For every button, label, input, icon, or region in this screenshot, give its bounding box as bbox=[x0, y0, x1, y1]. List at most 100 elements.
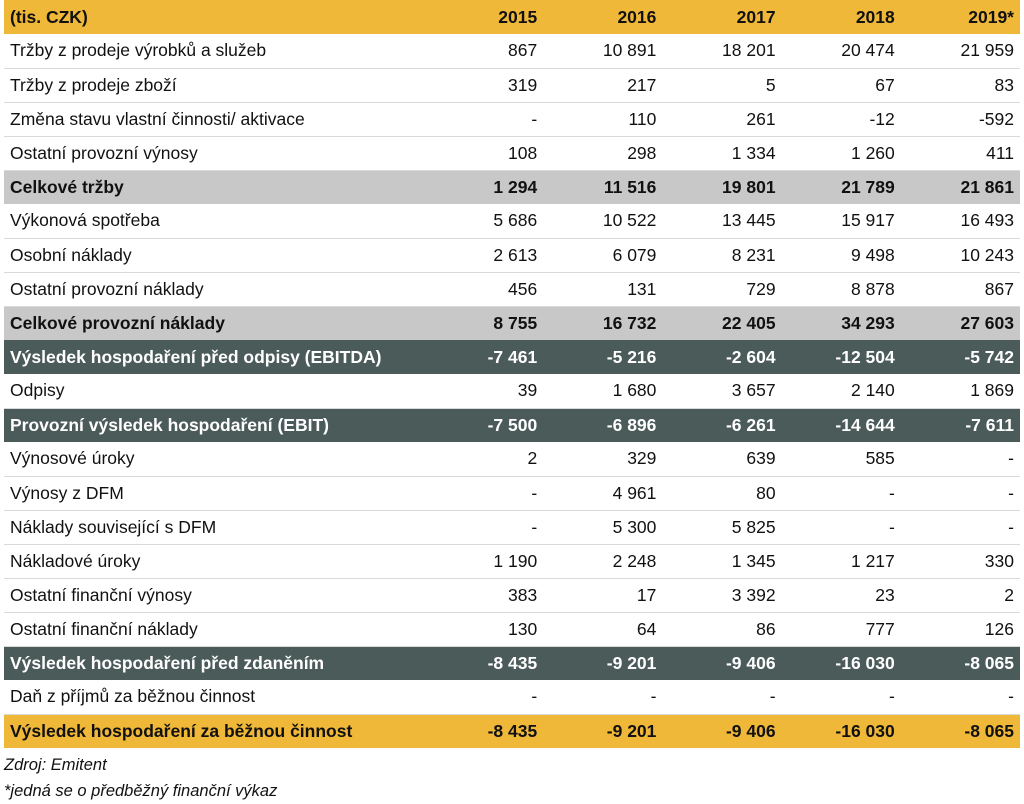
row-value: 411 bbox=[900, 136, 1020, 171]
source-note: Zdroj: Emitent bbox=[4, 756, 107, 774]
row-value: -16 030 bbox=[781, 714, 901, 748]
row-value: 9 498 bbox=[781, 238, 901, 273]
row-value: 3 657 bbox=[662, 374, 782, 409]
row-value: 64 bbox=[543, 612, 663, 647]
row-value: 319 bbox=[424, 68, 544, 103]
row-value: 10 522 bbox=[543, 204, 663, 239]
row-value: 456 bbox=[424, 272, 544, 307]
row-value: 383 bbox=[424, 578, 544, 613]
row-value: -12 504 bbox=[781, 340, 901, 374]
row-value: -6 896 bbox=[543, 408, 663, 442]
row-value: -8 065 bbox=[900, 646, 1020, 680]
row-value: 777 bbox=[781, 612, 901, 647]
header-year: 2018 bbox=[781, 0, 901, 34]
row-value: 21 959 bbox=[900, 34, 1020, 69]
row-value: -9 201 bbox=[543, 646, 663, 680]
row-label: Odpisy bbox=[4, 374, 425, 409]
row-value: 5 300 bbox=[543, 510, 663, 545]
row-label: Výnosy z DFM bbox=[4, 476, 425, 511]
row-value: 13 445 bbox=[662, 204, 782, 239]
row-label: Ostatní finanční výnosy bbox=[4, 578, 425, 613]
row-value: 729 bbox=[662, 272, 782, 307]
table-row: Daň z příjmů za běžnou činnost - - - - - bbox=[4, 680, 1020, 715]
row-value: -8 435 bbox=[424, 714, 544, 748]
row-value: 5 bbox=[662, 68, 782, 103]
table-row: Tržby z prodeje výrobků a služeb 867 10 89… bbox=[4, 34, 1020, 69]
row-label: Výsledek hospodaření za běžnou činnost bbox=[4, 714, 425, 748]
row-value: 20 474 bbox=[781, 34, 901, 69]
row-value: 8 755 bbox=[424, 306, 544, 340]
row-value: 330 bbox=[900, 544, 1020, 579]
row-value: 21 789 bbox=[781, 170, 901, 204]
row-label: Ostatní finanční náklady bbox=[4, 612, 425, 647]
row-value: -2 604 bbox=[662, 340, 782, 374]
table-row: Výsledek hospodaření před odpisy (EBITDA… bbox=[4, 340, 1020, 374]
header-unit-label: (tis. CZK) bbox=[4, 0, 425, 34]
row-value: 19 801 bbox=[662, 170, 782, 204]
table-row: Tržby z prodeje zboží 319 217 5 67 83 bbox=[4, 68, 1020, 103]
row-value: -12 bbox=[781, 102, 901, 137]
row-label: Ostatní provozní výnosy bbox=[4, 136, 425, 171]
row-value: 1 680 bbox=[543, 374, 663, 409]
row-label: Výnosové úroky bbox=[4, 442, 425, 477]
row-value: 261 bbox=[662, 102, 782, 137]
row-value: 1 294 bbox=[424, 170, 544, 204]
row-value: 217 bbox=[543, 68, 663, 103]
row-value: 22 405 bbox=[662, 306, 782, 340]
row-value: 16 732 bbox=[543, 306, 663, 340]
row-value: 5 686 bbox=[424, 204, 544, 239]
row-value: -7 500 bbox=[424, 408, 544, 442]
row-value: - bbox=[781, 510, 901, 545]
row-value: -5 216 bbox=[543, 340, 663, 374]
table-row: Ostatní finanční výnosy 383 17 3 392 23 2 bbox=[4, 578, 1020, 613]
table-row: Změna stavu vlastní činnosti/ aktivace -1… bbox=[4, 102, 1020, 137]
table-notes: Zdroj: Emitent *jedná se o předběžný fin… bbox=[4, 752, 277, 804]
row-value: -14 644 bbox=[781, 408, 901, 442]
header-year: 2017 bbox=[662, 0, 782, 34]
row-value: 329 bbox=[543, 442, 663, 477]
row-value: -9 406 bbox=[662, 714, 782, 748]
row-value: 1 260 bbox=[781, 136, 901, 171]
table-row: Náklady související s DFM -5 300 5 825- - bbox=[4, 510, 1020, 545]
row-value: - bbox=[424, 102, 544, 137]
row-value: 110 bbox=[543, 102, 663, 137]
row-value: 80 bbox=[662, 476, 782, 511]
row-value: 867 bbox=[424, 34, 544, 69]
row-label: Nákladové úroky bbox=[4, 544, 425, 579]
row-value: - bbox=[900, 510, 1020, 545]
row-value: 6 079 bbox=[543, 238, 663, 273]
row-value: -5 742 bbox=[900, 340, 1020, 374]
row-value: 639 bbox=[662, 442, 782, 477]
row-value: -6 261 bbox=[662, 408, 782, 442]
row-value: 10 243 bbox=[900, 238, 1020, 273]
row-label: Celkové tržby bbox=[4, 170, 425, 204]
row-value: - bbox=[424, 476, 544, 511]
table-row: Celkové tržby 1 294 11 516 19 801 21 789 21 8… bbox=[4, 170, 1020, 204]
row-value: 34 293 bbox=[781, 306, 901, 340]
row-value: -7 611 bbox=[900, 408, 1020, 442]
footnote: *jedná se o předběžný finanční výkaz bbox=[4, 782, 278, 800]
row-value: 1 217 bbox=[781, 544, 901, 579]
row-value: 23 bbox=[781, 578, 901, 613]
row-value: 2 bbox=[424, 442, 544, 477]
row-value: -7 461 bbox=[424, 340, 544, 374]
row-label: Výsledek hospodaření před zdaněním bbox=[4, 646, 425, 680]
row-value: 17 bbox=[543, 578, 663, 613]
row-label: Tržby z prodeje zboží bbox=[4, 68, 425, 103]
row-value: -9 406 bbox=[662, 646, 782, 680]
row-value: 3 392 bbox=[662, 578, 782, 613]
row-label: Osobní náklady bbox=[4, 238, 425, 273]
row-value: 1 869 bbox=[900, 374, 1020, 409]
row-value: 10 891 bbox=[543, 34, 663, 69]
table-row: Výkonová spotřeba 5 686 10 522 13 445 15 917… bbox=[4, 204, 1020, 239]
table-row: Odpisy 39 1 680 3 657 2 140 1 869 bbox=[4, 374, 1020, 409]
row-value: -16 030 bbox=[781, 646, 901, 680]
row-value: - bbox=[781, 680, 901, 715]
row-value: 83 bbox=[900, 68, 1020, 103]
row-value: 15 917 bbox=[781, 204, 901, 239]
table-row: Celkové provozní náklady 8 755 16 732 22 40… bbox=[4, 306, 1020, 340]
row-label: Změna stavu vlastní činnosti/ aktivace bbox=[4, 102, 425, 137]
row-label: Náklady související s DFM bbox=[4, 510, 425, 545]
row-value: 2 613 bbox=[424, 238, 544, 273]
row-value: -8 065 bbox=[900, 714, 1020, 748]
